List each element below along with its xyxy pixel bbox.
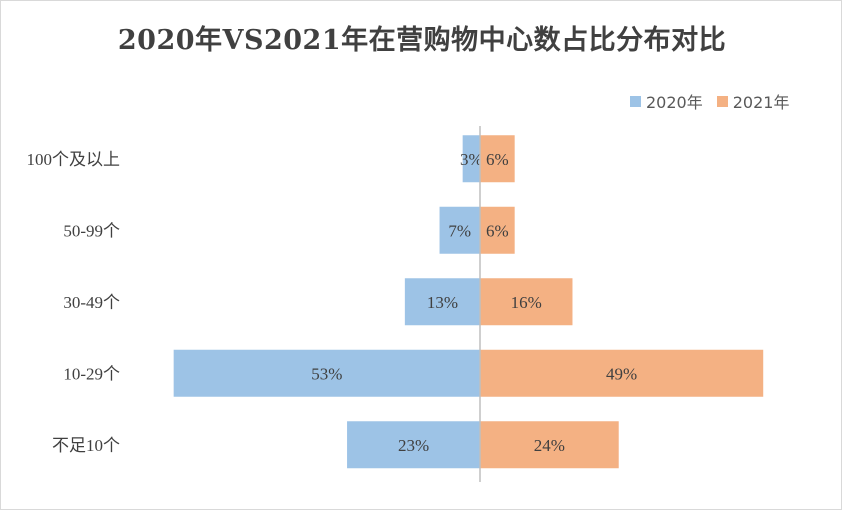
data-label-2021: 6% (486, 150, 509, 169)
category-label: 30-49个 (63, 293, 120, 312)
data-label-2021: 24% (534, 436, 565, 455)
bar-2021 (480, 135, 515, 183)
bar-2020 (439, 206, 480, 254)
data-label-2021: 16% (511, 293, 542, 312)
category-label: 10-29个 (63, 364, 120, 383)
bar-2020 (347, 421, 480, 469)
data-label-2020: 7% (448, 221, 471, 240)
chart-title: 2020年VS2021年在营购物中心数占比分布对比 (117, 25, 727, 56)
bar-2021 (480, 349, 764, 397)
chart-legend: 2020年 2021年 (630, 89, 803, 113)
legend-item-2021: 2021年 (716, 89, 790, 113)
data-label-2020: 53% (311, 364, 342, 383)
category-label: 50-99个 (63, 221, 120, 240)
data-label-2020: 3% (460, 150, 483, 169)
data-label-2021: 49% (606, 364, 637, 383)
legend-label-2021: 2021年 (732, 93, 790, 112)
bar-2020 (173, 349, 480, 397)
data-label-2021: 6% (486, 221, 509, 240)
bar-2020 (404, 278, 480, 326)
bar-2021 (480, 206, 515, 254)
category-label: 不足10个 (52, 436, 120, 455)
legend-item-2020: 2020年 (630, 89, 703, 113)
category-label: 100个及以上 (27, 150, 121, 169)
bar-2021 (480, 421, 619, 469)
legend-label-2020: 2020年 (646, 93, 703, 112)
data-label-2020: 23% (398, 436, 429, 455)
bar-2021 (480, 278, 573, 326)
legend-swatch-2021 (716, 95, 728, 107)
legend-swatch-2020 (630, 95, 641, 107)
bar-2020 (462, 135, 480, 183)
data-label-2020: 13% (427, 293, 458, 312)
